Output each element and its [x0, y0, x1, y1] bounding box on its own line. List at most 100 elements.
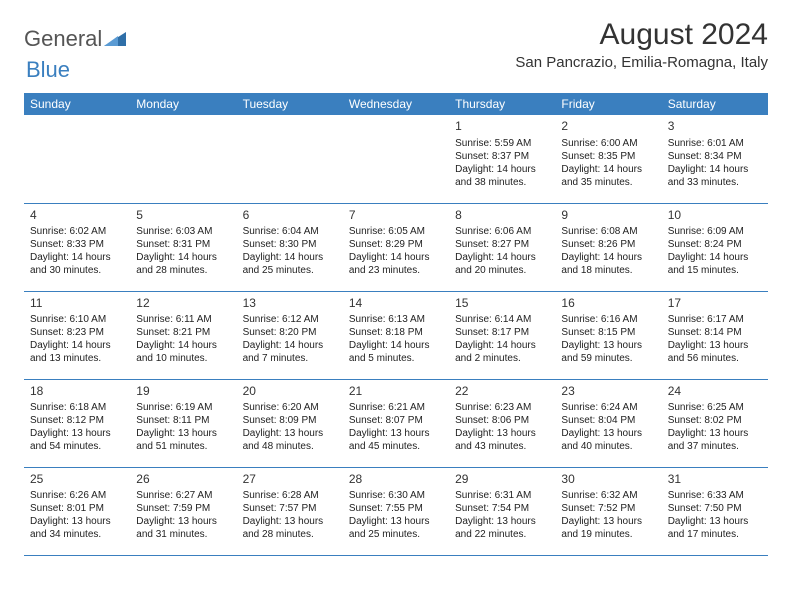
- sunrise-text: Sunrise: 6:23 AM: [455, 401, 549, 414]
- calendar-day: 31Sunrise: 6:33 AMSunset: 7:50 PMDayligh…: [662, 467, 768, 555]
- daylight-text: and 10 minutes.: [136, 352, 230, 365]
- calendar-day: 12Sunrise: 6:11 AMSunset: 8:21 PMDayligh…: [130, 291, 236, 379]
- sunset-text: Sunset: 7:55 PM: [349, 502, 443, 515]
- sunrise-text: Sunrise: 6:00 AM: [561, 137, 655, 150]
- day-number: 4: [30, 208, 124, 224]
- day-number: 19: [136, 384, 230, 400]
- brand-logo: General: [24, 26, 126, 52]
- daylight-text: Daylight: 14 hours: [455, 251, 549, 264]
- daylight-text: and 18 minutes.: [561, 264, 655, 277]
- sunrise-text: Sunrise: 6:10 AM: [30, 313, 124, 326]
- sunrise-text: Sunrise: 6:24 AM: [561, 401, 655, 414]
- daylight-text: Daylight: 14 hours: [561, 163, 655, 176]
- sunset-text: Sunset: 8:33 PM: [30, 238, 124, 251]
- sunrise-text: Sunrise: 6:18 AM: [30, 401, 124, 414]
- day-header: Wednesday: [343, 93, 449, 115]
- calendar-day: 28Sunrise: 6:30 AMSunset: 7:55 PMDayligh…: [343, 467, 449, 555]
- daylight-text: and 23 minutes.: [349, 264, 443, 277]
- sunset-text: Sunset: 8:34 PM: [668, 150, 762, 163]
- daylight-text: Daylight: 13 hours: [30, 515, 124, 528]
- calendar-body: 1Sunrise: 5:59 AMSunset: 8:37 PMDaylight…: [24, 115, 768, 555]
- calendar-day: 4Sunrise: 6:02 AMSunset: 8:33 PMDaylight…: [24, 203, 130, 291]
- calendar-day: 6Sunrise: 6:04 AMSunset: 8:30 PMDaylight…: [237, 203, 343, 291]
- calendar-day: 11Sunrise: 6:10 AMSunset: 8:23 PMDayligh…: [24, 291, 130, 379]
- sunset-text: Sunset: 8:12 PM: [30, 414, 124, 427]
- day-header: Saturday: [662, 93, 768, 115]
- sunrise-text: Sunrise: 5:59 AM: [455, 137, 549, 150]
- daylight-text: and 17 minutes.: [668, 528, 762, 541]
- daylight-text: Daylight: 13 hours: [349, 427, 443, 440]
- day-number: 30: [561, 472, 655, 488]
- daylight-text: and 7 minutes.: [243, 352, 337, 365]
- daylight-text: and 30 minutes.: [30, 264, 124, 277]
- day-number: 16: [561, 296, 655, 312]
- day-number: 21: [349, 384, 443, 400]
- sunset-text: Sunset: 8:35 PM: [561, 150, 655, 163]
- calendar-day: 26Sunrise: 6:27 AMSunset: 7:59 PMDayligh…: [130, 467, 236, 555]
- sunset-text: Sunset: 8:09 PM: [243, 414, 337, 427]
- daylight-text: and 28 minutes.: [136, 264, 230, 277]
- day-number: 15: [455, 296, 549, 312]
- daylight-text: Daylight: 14 hours: [30, 251, 124, 264]
- day-number: 17: [668, 296, 762, 312]
- sunset-text: Sunset: 8:01 PM: [30, 502, 124, 515]
- day-number: 24: [668, 384, 762, 400]
- daylight-text: Daylight: 13 hours: [455, 515, 549, 528]
- calendar-day: 9Sunrise: 6:08 AMSunset: 8:26 PMDaylight…: [555, 203, 661, 291]
- calendar-day: 27Sunrise: 6:28 AMSunset: 7:57 PMDayligh…: [237, 467, 343, 555]
- sunrise-text: Sunrise: 6:12 AM: [243, 313, 337, 326]
- day-header: Thursday: [449, 93, 555, 115]
- calendar-week: 1Sunrise: 5:59 AMSunset: 8:37 PMDaylight…: [24, 115, 768, 203]
- calendar-day: 16Sunrise: 6:16 AMSunset: 8:15 PMDayligh…: [555, 291, 661, 379]
- calendar-day: 25Sunrise: 6:26 AMSunset: 8:01 PMDayligh…: [24, 467, 130, 555]
- daylight-text: Daylight: 14 hours: [136, 251, 230, 264]
- calendar-day: 15Sunrise: 6:14 AMSunset: 8:17 PMDayligh…: [449, 291, 555, 379]
- sunset-text: Sunset: 8:07 PM: [349, 414, 443, 427]
- sunset-text: Sunset: 8:24 PM: [668, 238, 762, 251]
- sunrise-text: Sunrise: 6:30 AM: [349, 489, 443, 502]
- calendar-day: 29Sunrise: 6:31 AMSunset: 7:54 PMDayligh…: [449, 467, 555, 555]
- calendar-week: 11Sunrise: 6:10 AMSunset: 8:23 PMDayligh…: [24, 291, 768, 379]
- calendar-day: 3Sunrise: 6:01 AMSunset: 8:34 PMDaylight…: [662, 115, 768, 203]
- calendar-day: 13Sunrise: 6:12 AMSunset: 8:20 PMDayligh…: [237, 291, 343, 379]
- sunset-text: Sunset: 8:27 PM: [455, 238, 549, 251]
- calendar-week: 18Sunrise: 6:18 AMSunset: 8:12 PMDayligh…: [24, 379, 768, 467]
- calendar-day: 10Sunrise: 6:09 AMSunset: 8:24 PMDayligh…: [662, 203, 768, 291]
- calendar-day: 18Sunrise: 6:18 AMSunset: 8:12 PMDayligh…: [24, 379, 130, 467]
- daylight-text: and 20 minutes.: [455, 264, 549, 277]
- calendar-day: 1Sunrise: 5:59 AMSunset: 8:37 PMDaylight…: [449, 115, 555, 203]
- sunrise-text: Sunrise: 6:31 AM: [455, 489, 549, 502]
- day-number: 5: [136, 208, 230, 224]
- sunrise-text: Sunrise: 6:16 AM: [561, 313, 655, 326]
- daylight-text: Daylight: 13 hours: [243, 515, 337, 528]
- daylight-text: Daylight: 13 hours: [349, 515, 443, 528]
- day-number: 29: [455, 472, 549, 488]
- sunset-text: Sunset: 8:15 PM: [561, 326, 655, 339]
- daylight-text: Daylight: 13 hours: [136, 515, 230, 528]
- sunset-text: Sunset: 7:52 PM: [561, 502, 655, 515]
- day-number: 11: [30, 296, 124, 312]
- daylight-text: Daylight: 13 hours: [243, 427, 337, 440]
- sunrise-text: Sunrise: 6:05 AM: [349, 225, 443, 238]
- daylight-text: and 45 minutes.: [349, 440, 443, 453]
- daylight-text: Daylight: 14 hours: [349, 251, 443, 264]
- daylight-text: Daylight: 14 hours: [243, 251, 337, 264]
- calendar-week: 4Sunrise: 6:02 AMSunset: 8:33 PMDaylight…: [24, 203, 768, 291]
- daylight-text: and 5 minutes.: [349, 352, 443, 365]
- calendar-empty: [130, 115, 236, 203]
- sunset-text: Sunset: 8:21 PM: [136, 326, 230, 339]
- sunset-text: Sunset: 7:57 PM: [243, 502, 337, 515]
- daylight-text: Daylight: 14 hours: [243, 339, 337, 352]
- daylight-text: and 43 minutes.: [455, 440, 549, 453]
- sunset-text: Sunset: 8:06 PM: [455, 414, 549, 427]
- sunrise-text: Sunrise: 6:25 AM: [668, 401, 762, 414]
- sunrise-text: Sunrise: 6:17 AM: [668, 313, 762, 326]
- daylight-text: and 25 minutes.: [349, 528, 443, 541]
- calendar-day: 24Sunrise: 6:25 AMSunset: 8:02 PMDayligh…: [662, 379, 768, 467]
- calendar-day: 7Sunrise: 6:05 AMSunset: 8:29 PMDaylight…: [343, 203, 449, 291]
- day-number: 8: [455, 208, 549, 224]
- calendar-day: 14Sunrise: 6:13 AMSunset: 8:18 PMDayligh…: [343, 291, 449, 379]
- sunrise-text: Sunrise: 6:09 AM: [668, 225, 762, 238]
- sunset-text: Sunset: 7:50 PM: [668, 502, 762, 515]
- brand-part2: Blue: [26, 57, 70, 83]
